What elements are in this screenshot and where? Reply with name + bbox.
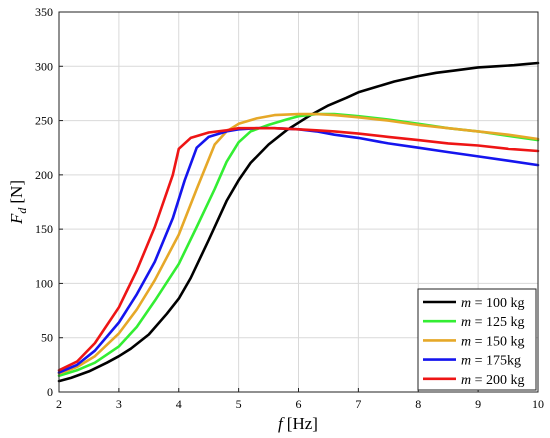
x-tick-label: 6 bbox=[296, 397, 302, 411]
legend-label-var: m bbox=[461, 296, 471, 311]
y-axis-label: Fd [N] bbox=[7, 180, 29, 225]
legend-label-5: m = 200 kg bbox=[461, 373, 525, 388]
y-axis-label-var: F bbox=[7, 213, 26, 225]
legend-label-var: m bbox=[461, 315, 471, 330]
legend-label-4: m = 175kg bbox=[461, 354, 521, 369]
x-tick-label: 7 bbox=[355, 397, 361, 411]
y-tick-label: 50 bbox=[41, 331, 53, 345]
legend-label-rest: = 150 kg bbox=[471, 334, 524, 349]
series-lines bbox=[57, 61, 540, 383]
y-tick-label: 200 bbox=[35, 168, 53, 182]
legend-label-var: m bbox=[461, 354, 471, 369]
x-axis-label: f [Hz] bbox=[278, 414, 318, 433]
legend-label-3: m = 150 kg bbox=[461, 334, 525, 349]
x-tick-label: 9 bbox=[475, 397, 481, 411]
y-tick-label: 250 bbox=[35, 114, 53, 128]
x-tick-label: 5 bbox=[236, 397, 242, 411]
x-axis-label-var: f bbox=[278, 414, 285, 433]
x-tick-label: 2 bbox=[56, 397, 62, 411]
y-axis-label-sub: d bbox=[15, 207, 29, 214]
series-line-3 bbox=[57, 112, 540, 375]
legend-label-rest: = 200 kg bbox=[471, 373, 524, 388]
legend-label-var: m bbox=[461, 334, 471, 349]
x-tick-label: 8 bbox=[415, 397, 421, 411]
y-tick-label: 0 bbox=[47, 385, 53, 399]
legend-label-rest: = 125 kg bbox=[471, 315, 524, 330]
legend: m = 100 kgm = 125 kgm = 150 kgm = 175kgm… bbox=[417, 288, 537, 391]
legend-label-var: m bbox=[461, 373, 471, 388]
y-tick-label: 150 bbox=[35, 222, 53, 236]
legend-label-rest: = 100 kg bbox=[471, 296, 524, 311]
y-tick-label: 100 bbox=[35, 276, 53, 290]
y-tick-label: 350 bbox=[35, 5, 53, 19]
x-tick-label: 4 bbox=[176, 397, 182, 411]
legend-label-1: m = 100 kg bbox=[461, 296, 525, 311]
legend-label-2: m = 125 kg bbox=[461, 315, 525, 330]
legend-label-rest: = 175kg bbox=[471, 354, 521, 369]
x-tick-label: 3 bbox=[116, 397, 122, 411]
x-axis-label-unit: [Hz] bbox=[287, 414, 318, 433]
series-line-1 bbox=[57, 61, 540, 383]
x-tick-label: 10 bbox=[532, 397, 544, 411]
series-line-5 bbox=[57, 126, 540, 372]
y-axis-label-unit: [N] bbox=[7, 180, 26, 204]
y-tick-label: 300 bbox=[35, 59, 53, 73]
